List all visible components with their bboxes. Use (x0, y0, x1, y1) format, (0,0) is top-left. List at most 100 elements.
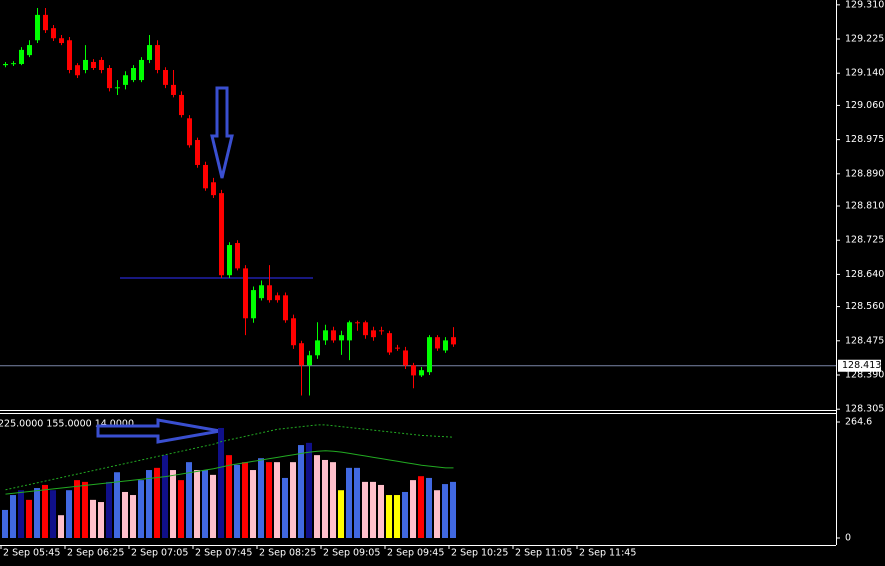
volume-bar (186, 462, 192, 538)
candle-body (11, 63, 16, 65)
volume-bar (114, 472, 120, 538)
volume-bar (362, 481, 368, 538)
volume-bar (426, 477, 432, 538)
candle-body (139, 59, 144, 81)
indicator-title: 225.0000 155.0000 14.0000 (0, 419, 134, 430)
candle-body (43, 14, 48, 31)
y-tick-label: 264.6 (845, 417, 872, 428)
y-tick-label: 128.640 (845, 269, 884, 280)
y-tick-label: 128.725 (845, 235, 884, 246)
candle-body (259, 285, 264, 299)
candle-body (339, 335, 344, 341)
volume-bar (42, 484, 48, 538)
volume-bar (314, 455, 320, 538)
volume-bar (210, 474, 216, 538)
y-tick-label: 128.560 (845, 301, 884, 312)
candle-body (307, 355, 312, 366)
moving-average (5, 424, 454, 491)
volume-bar (106, 481, 112, 538)
volume-bar (386, 495, 392, 538)
volume-bar (354, 467, 360, 538)
candle-body (419, 370, 424, 376)
x-tick-label: 2 Sep 11:45 (579, 548, 636, 559)
volume-bar (10, 495, 16, 538)
candle-body (451, 337, 456, 345)
candle-body (123, 75, 128, 85)
candle-body (331, 330, 336, 341)
volume-bar (442, 484, 448, 538)
candle-body (27, 45, 32, 56)
volume-bar (18, 490, 24, 538)
volume-bar (234, 464, 240, 538)
volume-bar (378, 484, 384, 538)
volume-bar (98, 502, 104, 538)
volume-bar (2, 509, 8, 538)
volume-bar (394, 495, 400, 538)
candle-body (131, 67, 136, 81)
candle-body (379, 330, 384, 332)
y-tick-label: 128.305 (845, 404, 884, 415)
candle-body (107, 67, 112, 89)
candle-body (443, 340, 448, 351)
volume-bar (418, 476, 424, 538)
y-tick-label: 129.060 (845, 100, 884, 111)
volume-bar (146, 470, 152, 538)
candle-body (347, 322, 352, 341)
candle-body (187, 118, 192, 146)
candle-body (99, 59, 104, 71)
x-tick-label: 2 Sep 08:25 (259, 548, 316, 559)
candle-body (371, 330, 376, 338)
volume-bar (330, 462, 336, 538)
candle-body (19, 49, 24, 64)
volume-bar (66, 490, 72, 538)
candle-body (315, 340, 320, 356)
candle-body (267, 285, 272, 301)
candle-body (411, 365, 416, 376)
x-tick-label: 2 Sep 11:05 (515, 548, 572, 559)
candle-body (203, 164, 208, 189)
candle-body (219, 193, 224, 276)
candle-body (427, 337, 432, 373)
x-tick-label: 2 Sep 09:05 (323, 548, 380, 559)
volume-bar (50, 490, 56, 538)
volume-bar (434, 490, 440, 538)
candle-body (403, 350, 408, 366)
volume-bar (306, 442, 312, 538)
candle-body (323, 330, 328, 341)
candle-body (75, 65, 80, 76)
candle-body (51, 28, 56, 39)
current-price-box (838, 359, 881, 372)
volume-bar (450, 481, 456, 538)
volume-bar (226, 455, 232, 538)
candle-body (387, 333, 392, 353)
right-arrow (96, 418, 221, 444)
x-tick-label: 2 Sep 07:45 (195, 548, 252, 559)
volume-bar (162, 455, 168, 538)
candle-body (395, 347, 400, 349)
volume-bar (138, 480, 144, 538)
volume-bar (338, 490, 344, 538)
current-price-label: 128.413 (842, 360, 881, 371)
volume-bar (346, 467, 352, 538)
volume-bar (58, 515, 64, 538)
candle-body (179, 94, 184, 116)
x-tick-label: 2 Sep 07:05 (131, 548, 188, 559)
candle-body (163, 70, 168, 85)
volume-bar (282, 477, 288, 538)
candle-body (435, 337, 440, 349)
x-tick-label: 2 Sep 05:45 (3, 548, 60, 559)
volume-bar (290, 462, 296, 538)
candle-body (91, 61, 96, 68)
volume-bar (34, 488, 40, 538)
volume-bar (370, 481, 376, 538)
volume-bar (170, 470, 176, 538)
candle-body (243, 268, 248, 319)
y-tick-label: 129.140 (845, 68, 884, 79)
candle-body (35, 14, 40, 41)
candle-body (355, 322, 360, 324)
candle-body (115, 87, 120, 89)
candle-body (195, 140, 200, 165)
volume-bar (402, 491, 408, 538)
volume-bar (250, 470, 256, 538)
